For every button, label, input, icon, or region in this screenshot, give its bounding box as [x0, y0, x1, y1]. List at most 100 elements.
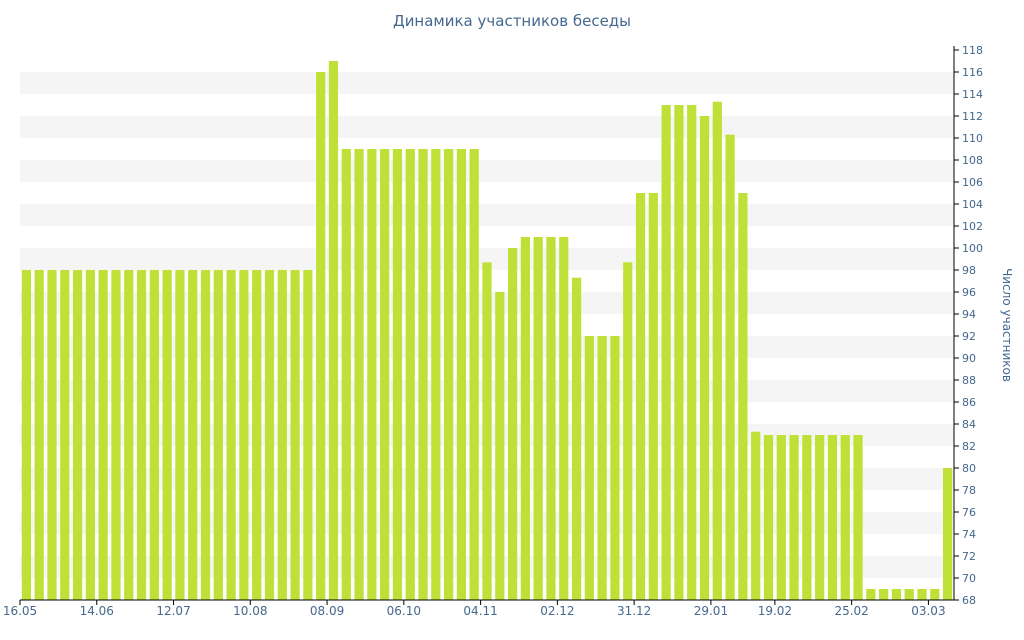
bar: [290, 270, 300, 600]
bar: [533, 237, 543, 600]
bar: [687, 105, 697, 600]
x-tick-label: 10.08: [233, 604, 267, 618]
bar: [559, 237, 569, 600]
y-tick-label: 72: [962, 550, 976, 563]
x-axis-ticks: 16.05 14.06 12.07 10.08 08.09 06.10 04.11 02.12…: [3, 600, 946, 618]
bar: [507, 248, 518, 600]
bar: [162, 270, 172, 600]
x-tick-label: 08.09: [310, 604, 344, 618]
bar: [623, 262, 633, 600]
bar: [482, 262, 492, 600]
bar: [85, 270, 95, 600]
bar: [648, 193, 658, 600]
bar: [252, 270, 262, 600]
bar: [802, 435, 812, 600]
bar: [751, 431, 761, 600]
bar: [840, 435, 850, 600]
x-tick-label: 25.02: [834, 604, 868, 618]
y-tick-label: 86: [962, 396, 976, 409]
bar: [789, 435, 799, 600]
grid-band: [20, 116, 954, 138]
grid-band: [20, 160, 954, 182]
bar: [136, 270, 147, 600]
bar: [571, 277, 582, 600]
y-tick-label: 96: [962, 286, 976, 299]
y-tick-label: 68: [962, 594, 976, 607]
bar: [175, 270, 185, 600]
bar: [891, 589, 902, 600]
bar: [597, 336, 607, 600]
bar: [239, 270, 249, 600]
x-tick-label: 31.12: [617, 604, 651, 618]
bar: [34, 270, 44, 600]
bar: [917, 589, 927, 600]
bar: [661, 105, 671, 600]
bar: [98, 270, 108, 600]
bar: [380, 149, 390, 600]
x-tick-label: 14.06: [80, 604, 114, 618]
y-tick-label: 74: [962, 528, 976, 541]
y-tick-label: 104: [962, 198, 983, 211]
bar: [47, 270, 57, 600]
bar: [469, 149, 479, 600]
x-tick-label: 29.01: [694, 604, 728, 618]
bar: [72, 270, 83, 600]
y-tick-label: 92: [962, 330, 976, 343]
y-tick-label: 106: [962, 176, 983, 189]
bar-series: [21, 61, 953, 600]
bar: [392, 149, 403, 600]
y-axis-ticks: 68 70 72 74 76 78 80 82 84 86 88 90 92 94 96 98 100 102 10…: [954, 44, 983, 607]
bar: [456, 149, 467, 600]
bar: [520, 237, 530, 600]
bar: [213, 270, 223, 600]
bar: [444, 149, 454, 600]
bar: [226, 270, 236, 600]
chart-title: Динамика участников беседы: [392, 12, 632, 30]
bar: [942, 468, 953, 600]
y-tick-label: 76: [962, 506, 976, 519]
x-tick-label: 06.10: [387, 604, 421, 618]
y-tick-label: 80: [962, 462, 976, 475]
bar: [584, 336, 594, 600]
bar: [149, 270, 159, 600]
x-tick-label: 12.07: [156, 604, 190, 618]
bar: [354, 149, 364, 600]
bar: [853, 435, 863, 600]
x-tick-label: 04.11: [463, 604, 497, 618]
x-tick-label: 16.05: [3, 604, 37, 618]
x-tick-label: 03.03: [911, 604, 945, 618]
grid-band: [20, 72, 954, 94]
bar: [303, 270, 313, 600]
bar: [60, 270, 70, 600]
y-tick-label: 88: [962, 374, 976, 387]
bar: [111, 270, 121, 600]
bar: [188, 270, 198, 600]
bar: [21, 270, 32, 600]
y-tick-label: 118: [962, 44, 983, 57]
y-tick-label: 114: [962, 88, 983, 101]
bar: [699, 116, 710, 600]
bar: [495, 292, 505, 600]
y-tick-label: 70: [962, 572, 976, 585]
bar: [367, 149, 377, 600]
x-tick-label: 19.02: [758, 604, 792, 618]
bar: [635, 193, 646, 600]
bar: [712, 101, 722, 600]
bar: [776, 435, 786, 600]
y-tick-label: 78: [962, 484, 976, 497]
y-tick-label: 110: [962, 132, 983, 145]
bar: [725, 134, 735, 600]
grid-band: [20, 204, 954, 226]
bar: [930, 589, 940, 600]
bar: [124, 270, 134, 600]
bar: [277, 270, 287, 600]
bar: [200, 270, 211, 600]
y-tick-label: 84: [962, 418, 976, 431]
bar: [610, 336, 620, 600]
y-tick-label: 98: [962, 264, 976, 277]
bar: [418, 149, 428, 600]
bar: [405, 149, 415, 600]
bar: [264, 270, 275, 600]
bar: [827, 435, 838, 600]
